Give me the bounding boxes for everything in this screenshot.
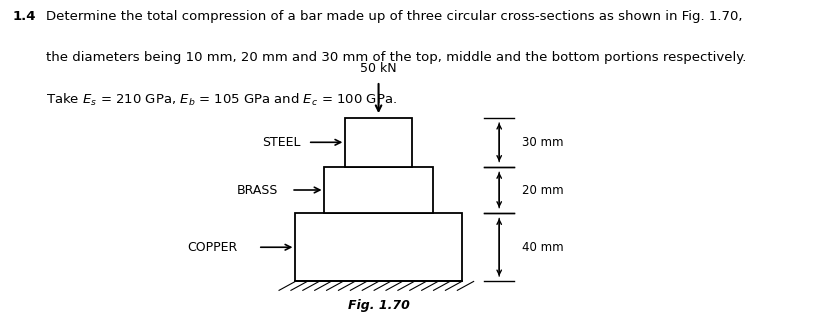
Text: 30 mm: 30 mm — [522, 136, 564, 149]
Text: Take $E_s$ = 210 GPa, $E_b$ = 105 GPa and $E_c$ = 100 GPa.: Take $E_s$ = 210 GPa, $E_b$ = 105 GPa an… — [46, 92, 397, 108]
Text: 1.4: 1.4 — [12, 10, 36, 23]
Bar — [295, 213, 462, 281]
Text: 50 kN: 50 kN — [360, 62, 397, 75]
Text: STEEL: STEEL — [262, 136, 300, 149]
Text: 40 mm: 40 mm — [522, 241, 564, 254]
Text: the diameters being 10 mm, 20 mm and 30 mm of the top, middle and the bottom por: the diameters being 10 mm, 20 mm and 30 … — [46, 51, 746, 64]
Text: Fig. 1.70: Fig. 1.70 — [348, 299, 409, 312]
Bar — [324, 167, 433, 213]
Text: COPPER: COPPER — [187, 241, 237, 254]
Text: BRASS: BRASS — [237, 183, 279, 197]
Text: Determine the total compression of a bar made up of three circular cross-section: Determine the total compression of a bar… — [46, 10, 742, 23]
Bar — [345, 118, 412, 167]
Text: 20 mm: 20 mm — [522, 183, 564, 197]
